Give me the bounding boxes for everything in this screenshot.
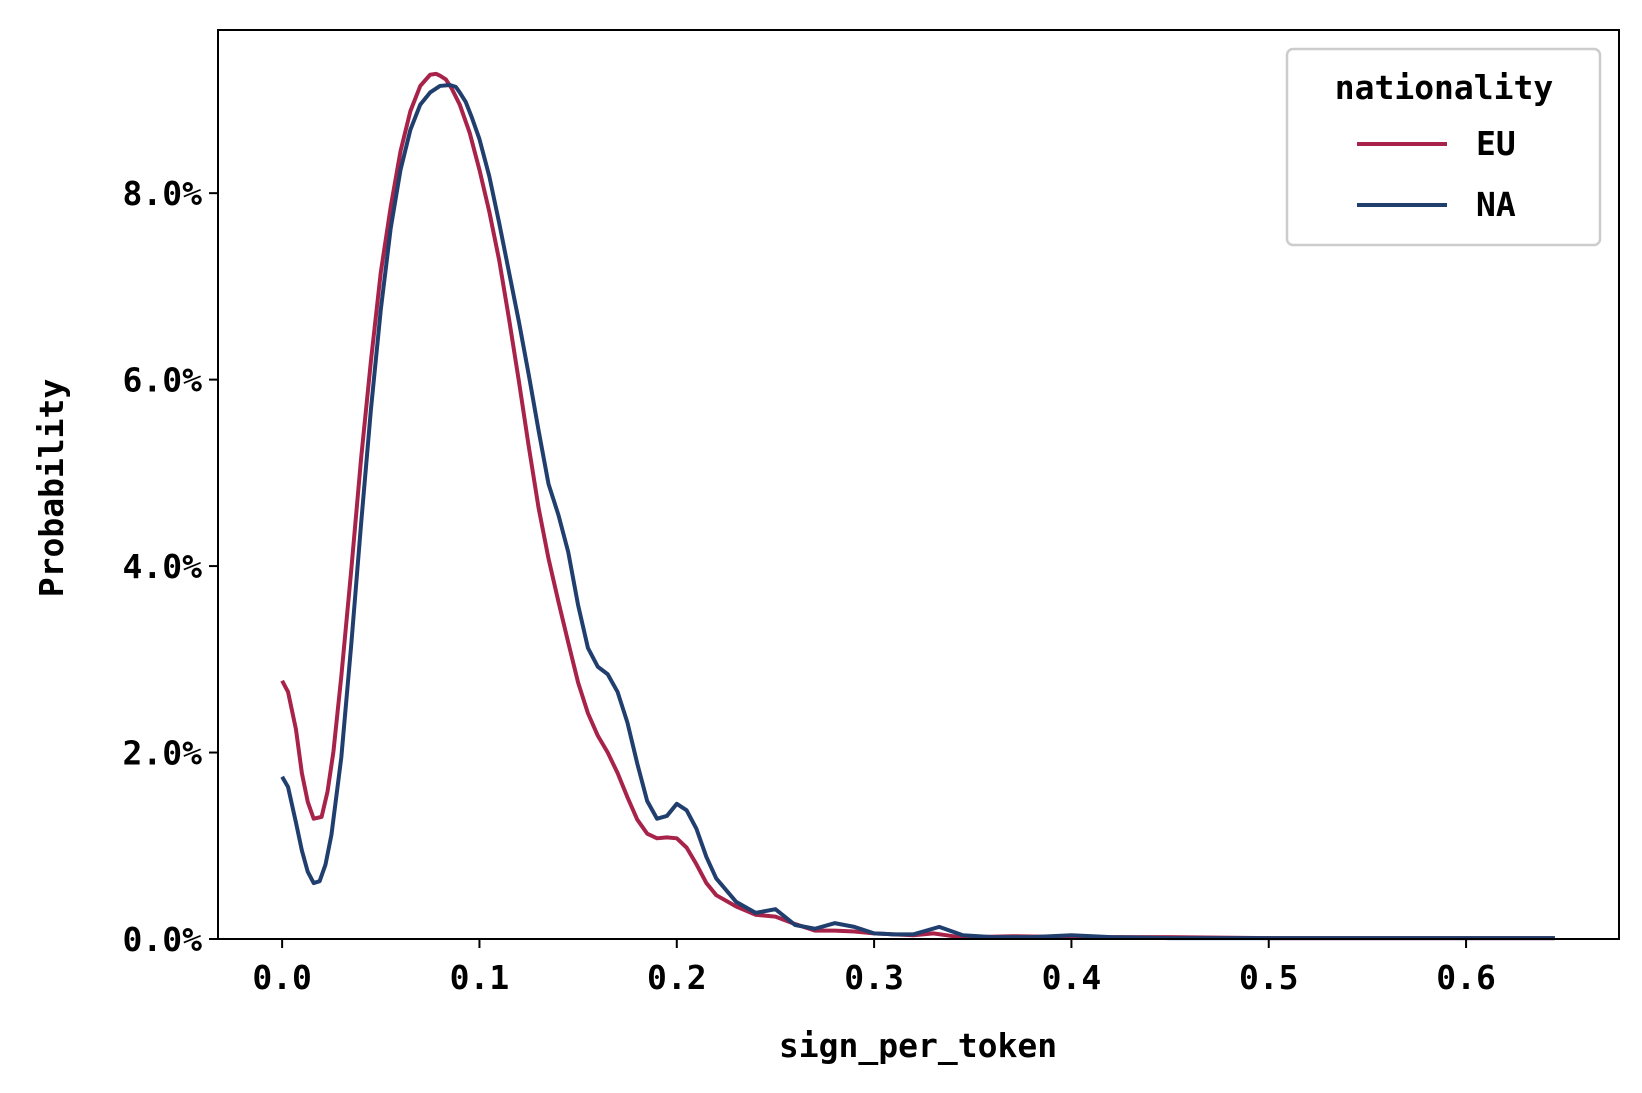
x-axis-label: sign_per_token (779, 1026, 1057, 1065)
legend-box (1285, 47, 1602, 247)
x-tick-label: 0.1 (450, 958, 510, 997)
x-tick-label: 0.5 (1239, 958, 1299, 997)
y-tick-label: 0.0% (123, 920, 203, 959)
series-layer (280, 71, 1555, 941)
y-tick-label: 8.0% (123, 174, 203, 213)
legend-na-label: NA (1476, 185, 1516, 224)
y-tick-label: 2.0% (123, 734, 203, 773)
x-tick-label: 0.4 (1042, 958, 1102, 997)
y-axis-label: Probability (32, 379, 71, 598)
x-tick-label: 0.3 (844, 958, 904, 997)
y-tick-label: 4.0% (123, 547, 203, 586)
legend-title: nationality (1335, 68, 1554, 107)
x-tick-label: 0.2 (647, 958, 707, 997)
x-tick-label: 0.6 (1436, 958, 1496, 997)
y-tick-label: 6.0% (123, 361, 203, 400)
tick-layer: 0.0 0.1 0.2 0.3 0.4 0.5 0.6 0.0% 2.0% 4.0% 6.0% 8.0… (123, 174, 1496, 997)
legend-eu-label: EU (1476, 124, 1516, 163)
legend: nationality EU NA (1285, 47, 1602, 247)
x-tick-label: 0.0 (252, 958, 312, 997)
plot-frame (217, 29, 1620, 940)
series-line-na (280, 83, 1555, 941)
